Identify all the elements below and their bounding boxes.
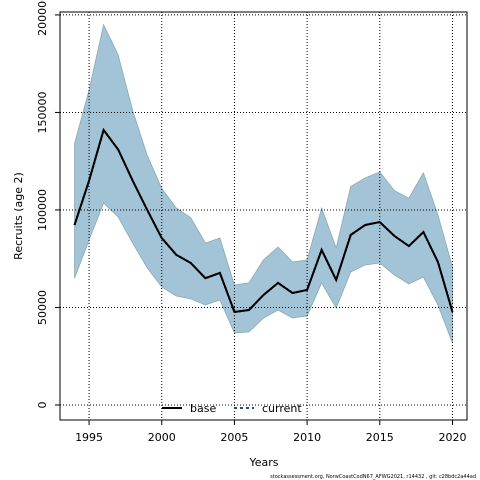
- x-tick-label: 2015: [366, 431, 394, 444]
- y-tick-label: 0: [36, 401, 49, 408]
- x-tick-label: 1995: [75, 431, 103, 444]
- x-axis-label: Years: [248, 456, 278, 469]
- footer: stockassessment.org, NorwCoastCodN67_AFW…: [270, 474, 476, 480]
- legend-label: current: [262, 402, 302, 415]
- plot-frame: [59, 11, 468, 421]
- line-current: [73, 127, 454, 314]
- legend-label: base: [190, 402, 216, 415]
- x-tick-label: 2000: [148, 431, 176, 444]
- y-tick-label: 50000: [36, 290, 49, 325]
- x-tick-label: 2010: [293, 431, 321, 444]
- y-tick-label: 200000: [36, 0, 49, 36]
- y-axis-label: Recruits (age 2): [12, 172, 25, 260]
- y-tick-label: 100000: [36, 189, 49, 231]
- x-tick-label: 2005: [220, 431, 248, 444]
- x-tick-label: 2020: [438, 431, 466, 444]
- y-tick-label: 150000: [36, 91, 49, 133]
